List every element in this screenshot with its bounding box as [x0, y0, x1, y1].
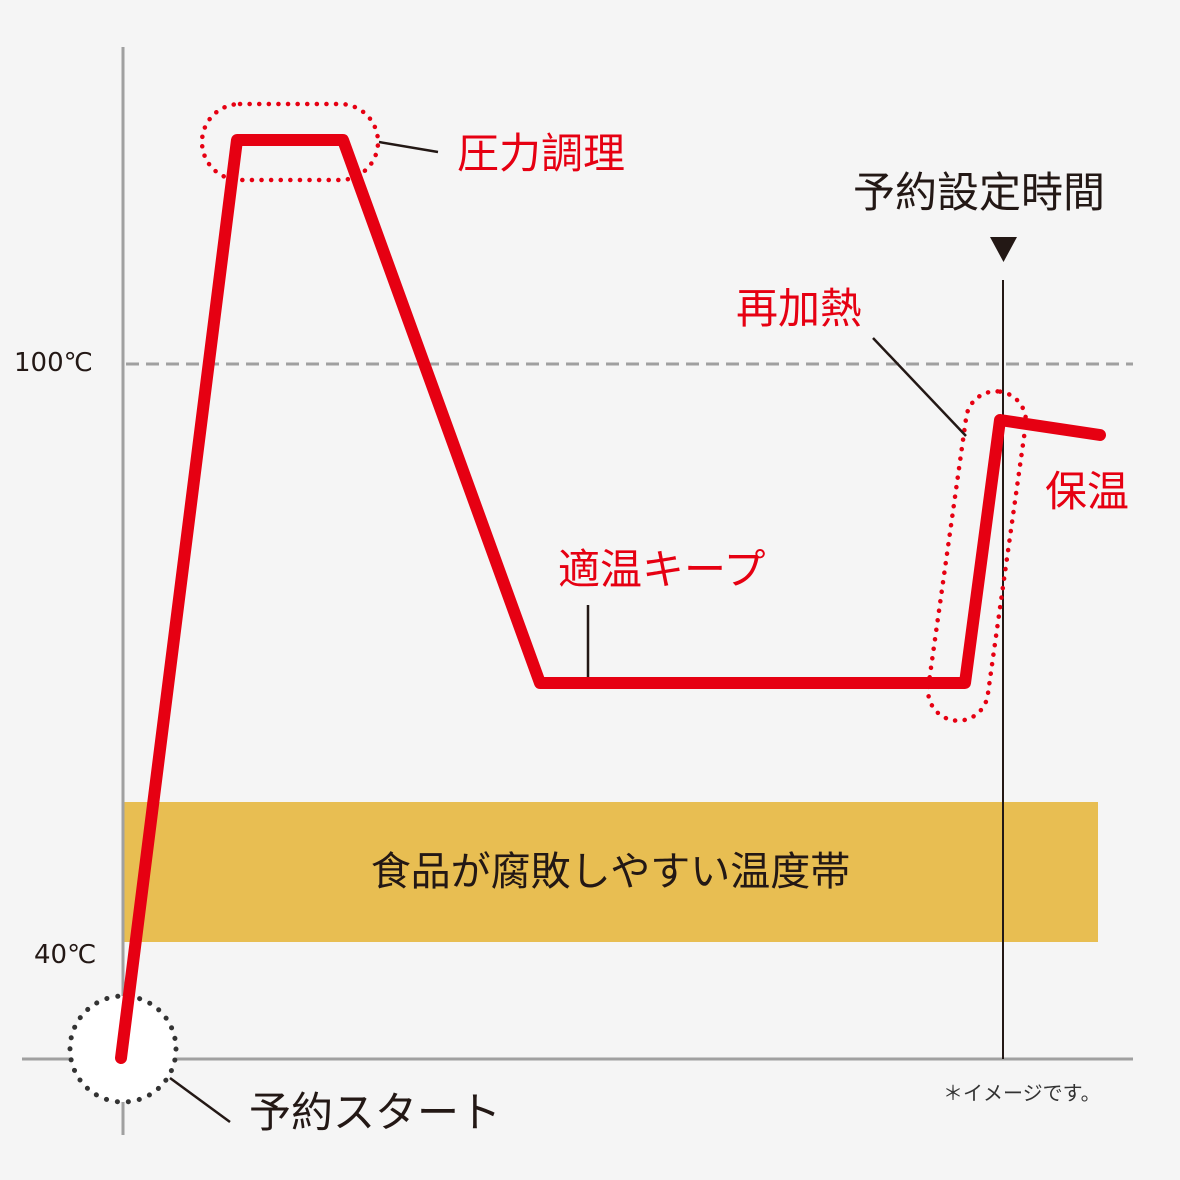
label-keep-temperature: 適温キープ: [558, 545, 766, 594]
spoilage-temperature-band: [123, 802, 1098, 942]
start-leader-line: [169, 1076, 231, 1124]
label-reservation-start: 予約スタート: [249, 1088, 502, 1137]
reheat-dotted-oval: [925, 389, 1029, 723]
label-reservation-time: 予約設定時間: [853, 168, 1106, 217]
reservation-triangle-icon: [990, 237, 1017, 262]
reheat-leader-line: [872, 337, 967, 437]
label-pressure-cooking: 圧力調理: [457, 129, 626, 178]
pressure-dotted-oval: [199, 101, 381, 183]
pressure-leader-line: [378, 140, 439, 154]
label-keep-warm: 保温: [1045, 467, 1130, 516]
y-tick-40c: 40℃: [34, 940, 97, 970]
label-spoilage-band: 食品が腐敗しやすい温度帯: [370, 849, 851, 895]
temperature-line: [115, 134, 1106, 1064]
y-tick-100c: 100℃: [14, 348, 93, 378]
label-reheat: 再加熱: [736, 284, 863, 333]
image-note: ＊イメージです。: [943, 1081, 1101, 1105]
